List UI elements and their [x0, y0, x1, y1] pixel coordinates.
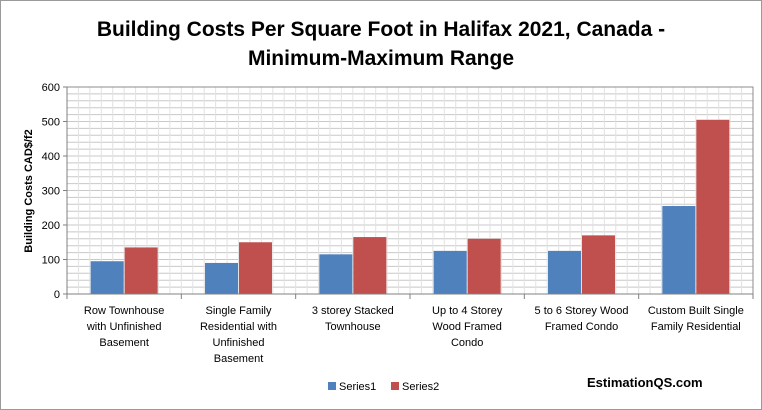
- category-label-line: Residential with: [200, 321, 277, 333]
- chart-title-line-2: Minimum-Maximum Range: [248, 47, 514, 70]
- category-label-6: Custom Built Single Family Residential: [648, 305, 744, 333]
- x-category-labels: Row Townhouse with Unfinished BasementSing…: [84, 305, 744, 365]
- y-tick-label: 100: [42, 255, 60, 267]
- category-label-line: with Unfinished: [86, 321, 162, 333]
- category-label-2: Single Family Residential with Unfinished B…: [200, 305, 277, 365]
- y-tick-label: 300: [42, 186, 60, 198]
- category-label-line: Wood Framed: [432, 321, 502, 333]
- category-label-1: Row Townhouse with Unfinished Basement: [84, 305, 165, 349]
- category-label-line: 3 storey Stacked: [312, 305, 394, 317]
- category-label-line: Condo: [451, 337, 483, 349]
- category-label-line: Custom Built Single: [648, 305, 744, 317]
- bars: [90, 119, 730, 295]
- bar-series2-1: [124, 247, 158, 294]
- bar-series2-5: [582, 235, 615, 294]
- category-label-line: Townhouse: [325, 321, 381, 333]
- category-label-line: Up to 4 Storey: [432, 305, 503, 317]
- category-label-line: Framed Condo: [545, 321, 618, 333]
- y-tick-label: 0: [54, 289, 60, 301]
- category-label-line: Unfinished: [213, 337, 265, 349]
- y-axis-title: Building Costs CAD$/f2: [23, 129, 35, 252]
- category-label-5: 5 to 6 Storey Wood Framed Condo: [535, 305, 629, 333]
- legend-label-series2: Series2: [402, 381, 439, 393]
- bar-series2-6: [696, 119, 730, 295]
- bar-series1-6: [662, 206, 696, 294]
- bar-series2-3: [353, 237, 387, 294]
- legend-swatch-series2: [391, 382, 399, 390]
- chart-title-line-1: Building Costs Per Square Foot in Halifa…: [97, 18, 665, 41]
- category-label-line: Single Family: [205, 305, 272, 317]
- y-tick-label: 600: [42, 82, 60, 94]
- bar-series2-2: [239, 242, 272, 294]
- bar-series1-3: [319, 254, 353, 294]
- legend-swatch-series1: [328, 382, 336, 390]
- bar-series1-1: [90, 261, 124, 294]
- category-label-line: Basement: [99, 337, 149, 349]
- y-tick-label: 200: [42, 220, 60, 232]
- legend: Series1 Series2: [328, 381, 439, 393]
- category-label-line: Family Residential: [651, 321, 741, 333]
- category-label-line: 5 to 6 Storey Wood: [535, 305, 629, 317]
- category-label-3: 3 storey Stacked Townhouse: [312, 305, 394, 333]
- y-tick-label: 500: [42, 117, 60, 129]
- bar-series1-5: [548, 250, 581, 294]
- watermark-text: EstimationQS.com: [587, 375, 703, 390]
- bar-series1-4: [433, 250, 467, 294]
- y-tick-labels: 0 100 200 300 400 500 600: [42, 82, 67, 301]
- bar-series1-2: [205, 262, 238, 294]
- legend-label-series1: Series1: [339, 381, 376, 393]
- gridlines: [66, 86, 754, 295]
- bar-series2-4: [467, 238, 501, 294]
- category-label-line: Row Townhouse: [84, 305, 165, 317]
- category-label-line: Basement: [214, 353, 264, 365]
- category-label-4: Up to 4 Storey Wood Framed Condo: [432, 305, 503, 349]
- y-tick-label: 400: [42, 151, 60, 163]
